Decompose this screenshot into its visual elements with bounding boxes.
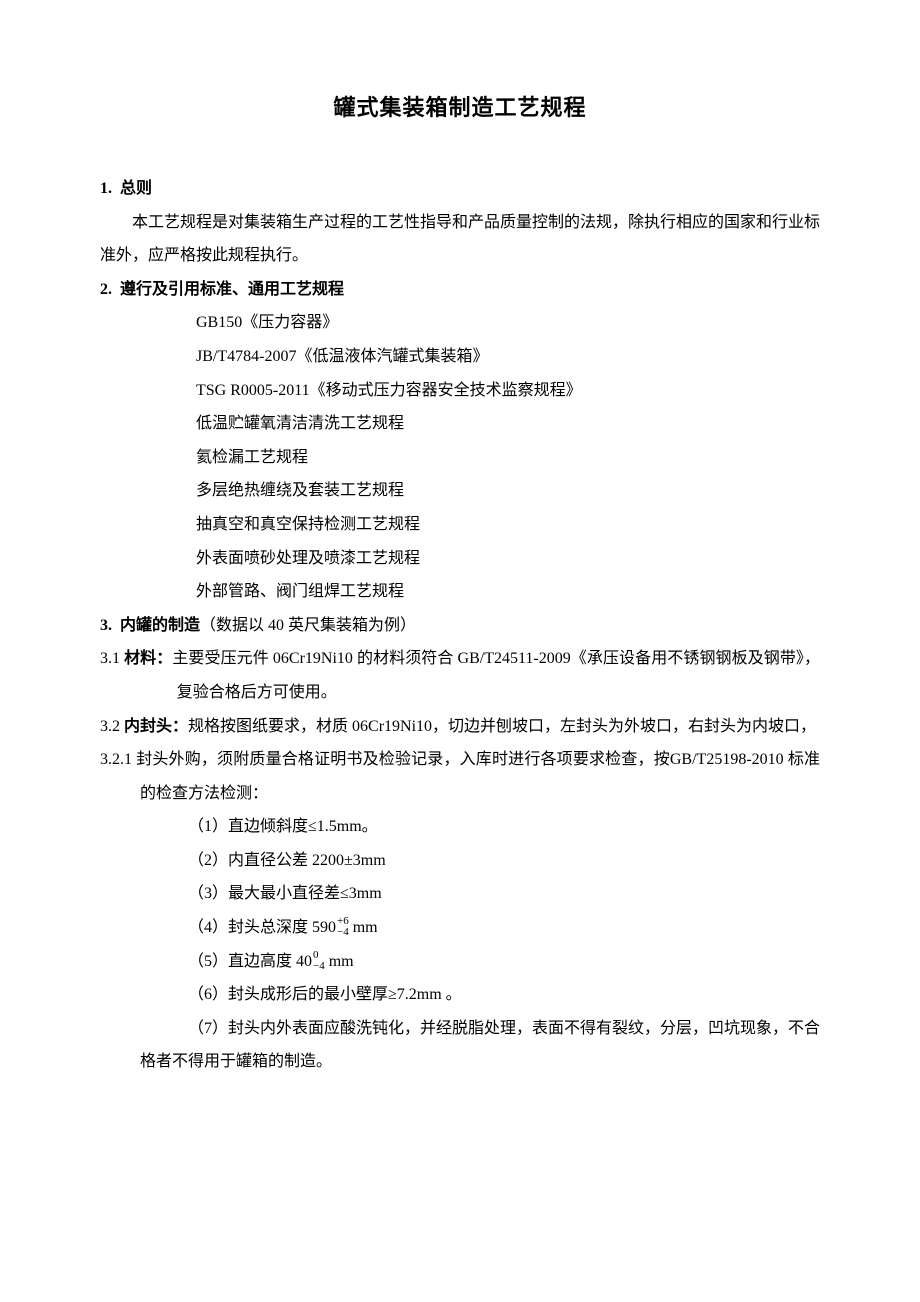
- section-3-2-1: 3.2.1 封头外购，须附质量合格证明书及检验记录，入库时进行各项要求检查，按G…: [100, 743, 820, 810]
- section-2-heading: 遵行及引用标准、通用工艺规程: [120, 281, 344, 298]
- spec-item-1: （1）直边倾斜度≤1.5mm。: [100, 810, 820, 844]
- section-3-2-heading: 内封头：: [124, 718, 188, 735]
- reference-item: 抽真空和真空保持检测工艺规程: [100, 508, 820, 542]
- section-3-1-label: 3.1: [100, 650, 120, 667]
- section-1-paragraph: 本工艺规程是对集装箱生产过程的工艺性指导和产品质量控制的法规，除执行相应的国家和…: [100, 206, 820, 273]
- section-3-2-1-label: 3.2.1: [100, 751, 132, 768]
- spec-item-7: （7）封头内外表面应酸洗钝化，并经脱脂处理，表面不得有裂纹，分层，凹坑现象，不合…: [100, 1012, 820, 1079]
- section-2-header: 2. 遵行及引用标准、通用工艺规程: [100, 273, 820, 307]
- section-3-1: 3.1 材料：主要受压元件 06Cr19Ni10 的材料须符合 GB/T2451…: [100, 642, 820, 709]
- tol-lower: −4: [313, 961, 325, 972]
- spec-4-post: mm: [349, 919, 378, 936]
- section-3-1-heading: 材料：: [124, 650, 172, 667]
- section-3-2-1-text-a: 封头外购，须附质量合格证明书及检验记录，入库时进行各项要求检查，按: [136, 751, 670, 768]
- tol-lower: −4: [337, 927, 349, 938]
- section-1-header: 1. 总则: [100, 172, 820, 206]
- section-3-1-text: 主要受压元件 06Cr19Ni10 的材料须符合 GB/T24511-2009《…: [172, 650, 820, 701]
- section-3-header: 3. 内罐的制造（数据以 40 英尺集装箱为例）: [100, 609, 820, 643]
- document-page: 罐式集装箱制造工艺规程 1. 总则 本工艺规程是对集装箱生产过程的工艺性指导和产…: [0, 0, 920, 1139]
- spec-item-3: （3）最大最小直径差≤3mm: [100, 877, 820, 911]
- spec-item-2: （2）内直径公差 2200±3mm: [100, 844, 820, 878]
- reference-item: JB/T4784-2007《低温液体汽罐式集装箱》: [100, 340, 820, 374]
- section-3-note: （数据以 40 英尺集装箱为例）: [200, 617, 416, 634]
- spec-5-post: mm: [325, 953, 354, 970]
- section-1-heading: 总则: [120, 180, 152, 197]
- tolerance-stack: +6−4: [337, 916, 349, 938]
- reference-item: 多层绝热缠绕及套装工艺规程: [100, 474, 820, 508]
- reference-item: TSG R0005-2011《移动式压力容器安全技术监察规程》: [100, 374, 820, 408]
- reference-item: 外表面喷砂处理及喷漆工艺规程: [100, 542, 820, 576]
- spec-item-4: （4）封头总深度 590+6−4 mm: [100, 911, 820, 945]
- reference-item: 低温贮罐氧清洁清洗工艺规程: [100, 407, 820, 441]
- spec-4-pre: （4）封头总深度 590: [188, 919, 336, 936]
- spec-item-5: （5）直边高度 400−4 mm: [100, 945, 820, 979]
- section-3-heading: 内罐的制造: [120, 617, 200, 634]
- section-1-number: 1.: [100, 180, 112, 197]
- tolerance-stack: 0−4: [313, 950, 325, 972]
- spec-item-6: （6）封头成形后的最小壁厚≥7.2mm 。: [100, 978, 820, 1012]
- section-3-2: 3.2 内封头：规格按图纸要求，材质 06Cr19Ni10，切边并刨坡口，左封头…: [100, 710, 820, 744]
- reference-item: 外部管路、阀门组焊工艺规程: [100, 575, 820, 609]
- document-title: 罐式集装箱制造工艺规程: [100, 90, 820, 122]
- reference-item: GB150《压力容器》: [100, 306, 820, 340]
- section-3-2-text: 规格按图纸要求，材质 06Cr19Ni10，切边并刨坡口，左封头为外坡口，右封头…: [188, 718, 816, 735]
- spec-5-pre: （5）直边高度 40: [188, 953, 312, 970]
- section-3-number: 3.: [100, 617, 112, 634]
- reference-item: 氦检漏工艺规程: [100, 441, 820, 475]
- section-2-number: 2.: [100, 281, 112, 298]
- section-3-2-label: 3.2: [100, 718, 120, 735]
